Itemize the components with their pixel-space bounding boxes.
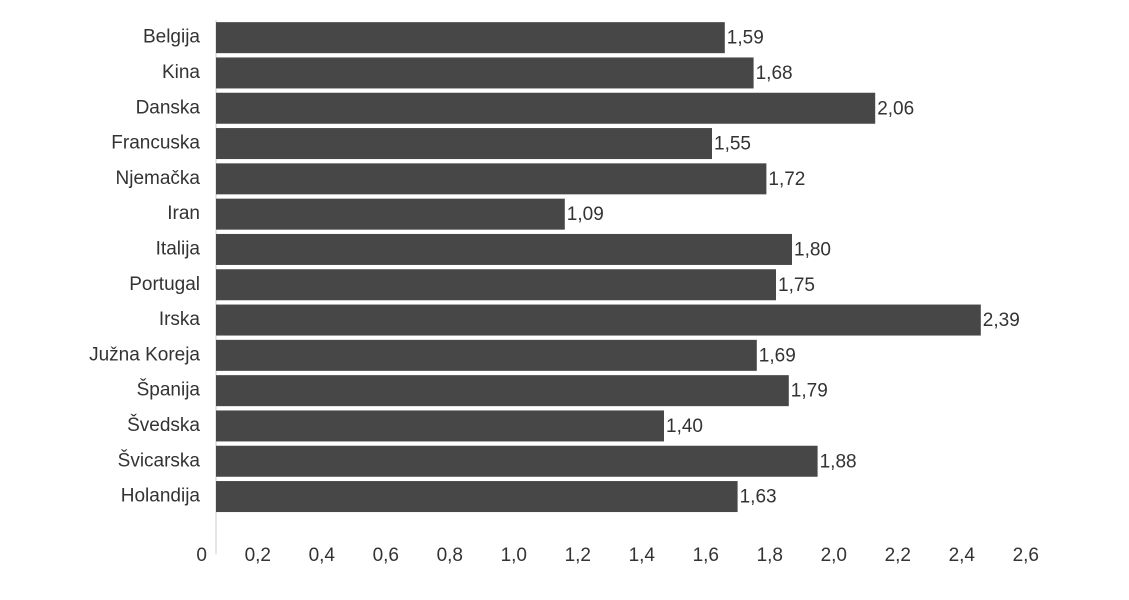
x-tick-label: 0,6	[373, 545, 399, 566]
bar	[216, 198, 565, 230]
value-label: 1,68	[756, 63, 793, 84]
x-tick-label: 0	[196, 545, 207, 566]
bar	[216, 481, 738, 513]
bar	[216, 163, 767, 195]
y-tick-label: Irska	[159, 309, 201, 330]
bar	[216, 233, 792, 265]
value-label: 2,06	[877, 98, 914, 119]
bar	[216, 410, 664, 442]
y-tick-label: Italija	[156, 238, 201, 259]
bar	[216, 445, 818, 477]
bar	[216, 128, 712, 160]
y-tick-label: Iran	[167, 203, 200, 224]
value-label: 1,79	[791, 381, 828, 402]
y-tick-label: Kina	[162, 62, 200, 83]
y-tick-label: Španija	[137, 379, 201, 401]
x-tick-label: 2,6	[1013, 545, 1039, 566]
x-tick-label: 1,8	[757, 545, 783, 566]
bar	[216, 339, 757, 371]
x-tick-label: 0,8	[437, 545, 463, 566]
bar	[216, 22, 725, 54]
x-tick-label: 2,2	[885, 545, 911, 566]
x-tick-label: 2,4	[949, 545, 976, 566]
value-label: 1,63	[740, 487, 777, 508]
bar	[216, 269, 776, 301]
y-tick-label: Švedska	[127, 414, 200, 436]
value-label: 1,59	[727, 28, 764, 49]
bar	[216, 375, 789, 407]
value-label: 1,75	[778, 275, 815, 296]
y-tick-label: Francuska	[111, 133, 200, 154]
value-label: 1,40	[666, 416, 703, 437]
x-tick-label: 1,2	[565, 545, 591, 566]
y-tick-label: Danska	[136, 97, 201, 118]
value-label: 1,69	[759, 345, 796, 366]
x-tick-label: 1,4	[629, 545, 656, 566]
x-tick-label: 2,0	[821, 545, 847, 566]
x-tick-label: 0,4	[309, 545, 336, 566]
bar	[216, 92, 876, 124]
value-label: 1,55	[714, 134, 751, 155]
x-tick-label: 1,0	[501, 545, 527, 566]
y-tick-label: Njemačka	[116, 168, 201, 189]
x-tick-label: 1,6	[693, 545, 719, 566]
value-label: 1,80	[794, 239, 831, 260]
value-label: 1,88	[820, 451, 857, 472]
y-tick-label: Švicarska	[118, 449, 201, 471]
value-label: 1,72	[768, 169, 805, 190]
y-tick-label: Portugal	[129, 274, 200, 295]
x-tick-label: 0,2	[245, 545, 271, 566]
y-tick-label: Holandija	[121, 486, 201, 507]
y-tick-label: Južna Koreja	[89, 344, 200, 365]
value-label: 1,09	[567, 204, 604, 225]
bar	[216, 304, 981, 336]
value-label: 2,39	[983, 310, 1020, 331]
y-tick-label: Belgija	[143, 27, 200, 48]
bar	[216, 57, 754, 89]
